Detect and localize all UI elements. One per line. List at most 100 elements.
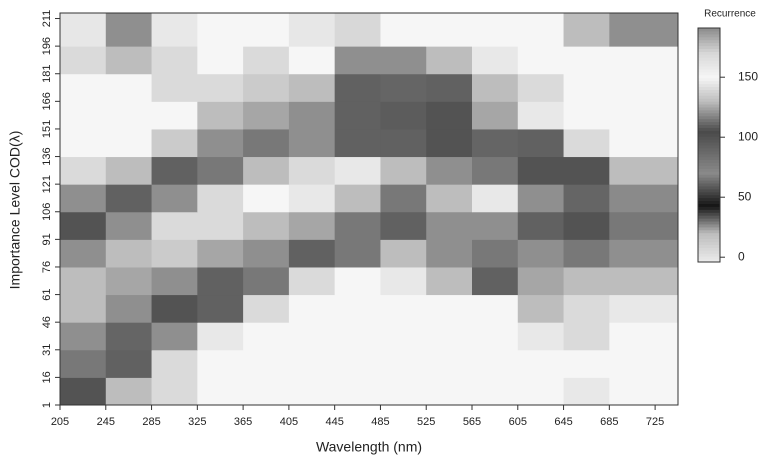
- colorbar-swatch: [698, 212, 720, 215]
- heatmap-cell: [106, 239, 152, 267]
- heatmap-cell: [106, 129, 152, 157]
- colorbar-swatch: [698, 127, 720, 130]
- colorbar-swatch: [698, 233, 720, 236]
- heatmap-cell: [335, 184, 381, 212]
- heatmap-cell: [243, 46, 289, 74]
- heatmap-cell: [289, 101, 335, 129]
- heatmap-cell: [472, 350, 518, 378]
- heatmap-cell: [380, 322, 426, 350]
- heatmap-cell: [289, 350, 335, 378]
- heatmap-cell: [335, 13, 381, 47]
- heatmap-cell: [289, 46, 335, 74]
- y-tick-label: 76: [41, 261, 53, 273]
- colorbar-swatch: [698, 104, 720, 107]
- heatmap-cell: [518, 239, 564, 267]
- x-tick-label: 245: [97, 416, 115, 428]
- heatmap-cell: [518, 377, 564, 405]
- heatmap-cell: [472, 239, 518, 267]
- heatmap-cell: [152, 350, 198, 378]
- heatmap-cell: [564, 322, 610, 350]
- colorbar-swatch: [698, 34, 720, 37]
- colorbar-swatch: [698, 48, 720, 51]
- heatmap-cell: [289, 129, 335, 157]
- heatmap-cell: [197, 377, 243, 405]
- heatmap-cell: [60, 184, 106, 212]
- heatmap-cell: [426, 74, 472, 102]
- colorbar-swatch: [698, 256, 720, 259]
- heatmap-cell: [152, 322, 198, 350]
- heatmap-cell: [106, 295, 152, 323]
- colorbar-swatch: [698, 75, 720, 78]
- heatmap-cell: [60, 322, 106, 350]
- colorbar-swatch: [698, 189, 720, 192]
- heatmap-cell: [106, 350, 152, 378]
- x-tick-label: 365: [234, 416, 252, 428]
- heatmap-cell: [152, 295, 198, 323]
- heatmap-cell: [380, 295, 426, 323]
- heatmap-cell: [472, 184, 518, 212]
- colorbar-swatch: [698, 218, 720, 221]
- colorbar-swatch: [698, 168, 720, 171]
- colorbar-swatch: [698, 101, 720, 104]
- heatmap-cell: [609, 295, 678, 323]
- heatmap-cell: [426, 295, 472, 323]
- heatmap-cell: [609, 129, 678, 157]
- colorbar-swatch: [698, 183, 720, 186]
- heatmap-cell: [564, 46, 610, 74]
- heatmap-cell: [243, 101, 289, 129]
- heatmap-cell: [564, 295, 610, 323]
- colorbar-swatch: [698, 215, 720, 218]
- heatmap-cell: [380, 184, 426, 212]
- heatmap-cell: [564, 157, 610, 185]
- heatmap-cell: [243, 157, 289, 185]
- heatmap-cell: [426, 212, 472, 240]
- heatmap-cell: [518, 322, 564, 350]
- heatmap-cell: [380, 377, 426, 405]
- x-tick-label: 325: [188, 416, 206, 428]
- heatmap-cell: [426, 157, 472, 185]
- heatmap-cell: [426, 129, 472, 157]
- x-tick-label: 525: [417, 416, 435, 428]
- heatmap-cell: [106, 184, 152, 212]
- heatmap-cell: [60, 212, 106, 240]
- colorbar-swatch: [698, 227, 720, 230]
- heatmap-cell: [243, 295, 289, 323]
- heatmap-cell: [152, 267, 198, 295]
- x-tick-label: 685: [600, 416, 618, 428]
- heatmap-cell: [289, 239, 335, 267]
- colorbar-swatch: [698, 89, 720, 92]
- colorbar-swatch: [698, 92, 720, 95]
- y-tick-label: 106: [41, 203, 53, 221]
- colorbar-tick-label: 100: [738, 129, 758, 143]
- heatmap-cell: [152, 212, 198, 240]
- colorbar-swatch: [698, 195, 720, 198]
- heatmap-cell: [335, 157, 381, 185]
- heatmap-cell: [518, 46, 564, 74]
- heatmap-cell: [335, 101, 381, 129]
- heatmap-cell: [243, 377, 289, 405]
- heatmap-cell: [564, 129, 610, 157]
- colorbar-swatch: [698, 236, 720, 239]
- colorbar-swatch: [698, 54, 720, 57]
- heatmap-cell: [472, 74, 518, 102]
- colorbar-swatch: [698, 43, 720, 46]
- heatmap-cell: [518, 101, 564, 129]
- heatmap-cell: [426, 267, 472, 295]
- heatmap-cell: [564, 377, 610, 405]
- heatmap-cell: [197, 350, 243, 378]
- heatmap-cell: [289, 184, 335, 212]
- heatmap-cell: [609, 101, 678, 129]
- heatmap-cell: [197, 295, 243, 323]
- colorbar-swatch: [698, 133, 720, 136]
- heatmap-cell: [609, 74, 678, 102]
- heatmap-cell: [197, 129, 243, 157]
- heatmap-cell: [609, 350, 678, 378]
- colorbar-swatch: [698, 253, 720, 256]
- heatmap-cell: [152, 239, 198, 267]
- colorbar-tick-label: 150: [738, 69, 758, 83]
- heatmap-cell: [289, 74, 335, 102]
- x-axis-label: Wavelength (nm): [316, 439, 422, 455]
- heatmap-cell: [609, 322, 678, 350]
- y-tick-label: 91: [41, 233, 53, 245]
- heatmap-cell: [518, 129, 564, 157]
